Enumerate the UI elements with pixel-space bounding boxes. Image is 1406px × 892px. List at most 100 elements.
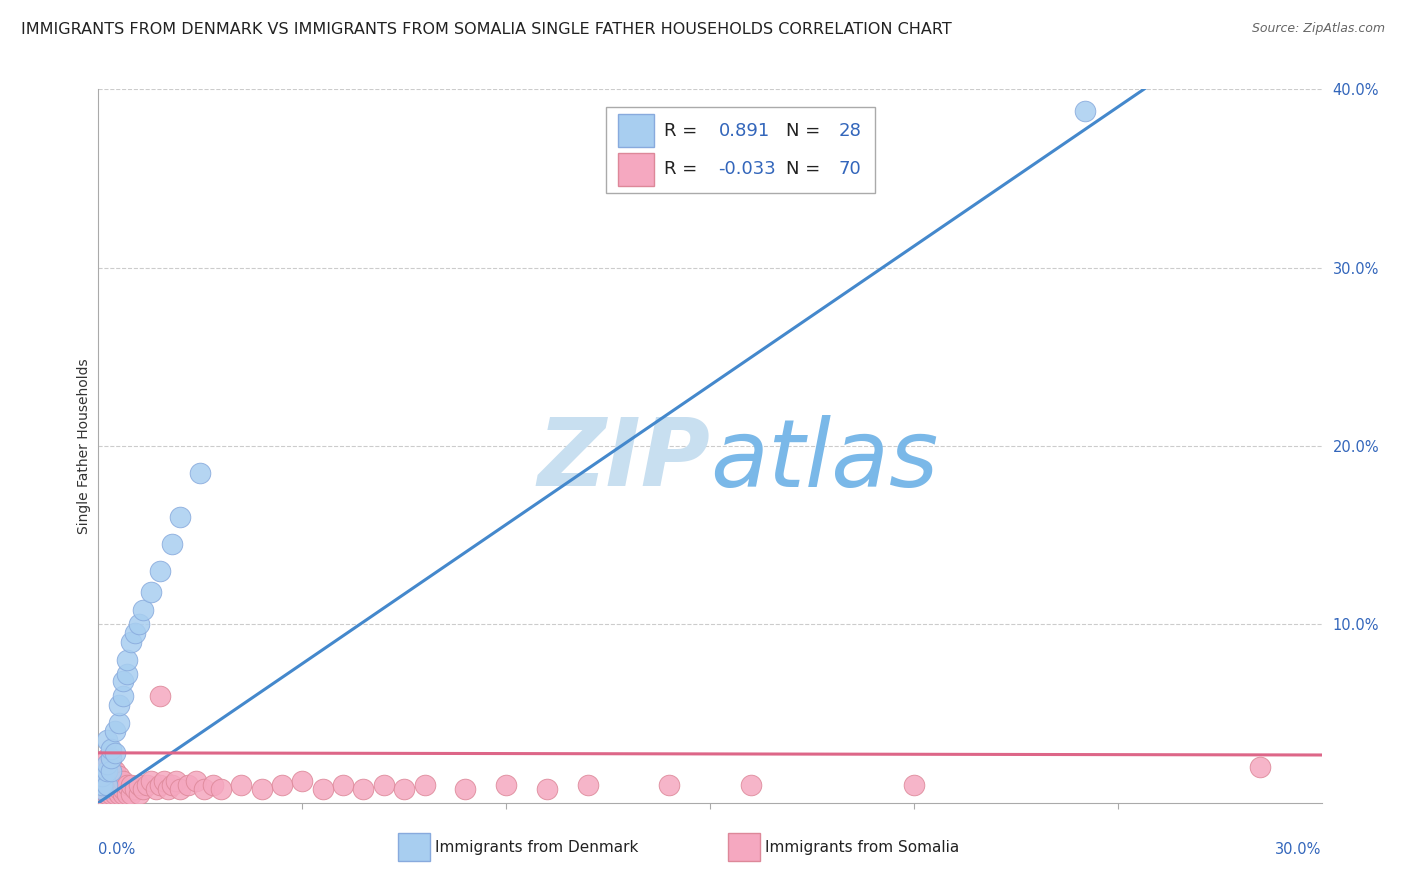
Point <box>108 787 131 801</box>
Point <box>104 787 127 801</box>
Point <box>108 778 131 792</box>
Point <box>152 774 174 789</box>
Point <box>91 781 114 796</box>
Point <box>454 781 477 796</box>
Point <box>108 715 131 730</box>
Point <box>392 781 416 796</box>
Point <box>115 787 138 801</box>
Point <box>332 778 354 792</box>
Point <box>495 778 517 792</box>
Text: N =: N = <box>786 121 820 139</box>
Point <box>111 774 134 789</box>
Point <box>1249 760 1271 774</box>
Point <box>91 769 114 783</box>
Point <box>201 778 224 792</box>
Point <box>128 787 150 801</box>
Point <box>193 781 215 796</box>
Point <box>124 781 146 796</box>
Point <box>96 756 118 771</box>
Point <box>104 724 127 739</box>
Point <box>104 774 127 789</box>
Point <box>96 787 118 801</box>
Point <box>111 689 134 703</box>
Point <box>120 787 142 801</box>
Point <box>96 769 118 783</box>
Point <box>149 564 172 578</box>
Point <box>100 769 122 783</box>
Point <box>128 778 150 792</box>
Point <box>124 626 146 640</box>
Point <box>91 787 114 801</box>
FancyBboxPatch shape <box>619 114 654 147</box>
Point <box>100 742 122 756</box>
Point <box>312 781 335 796</box>
Point <box>111 674 134 689</box>
Text: 28: 28 <box>838 121 862 139</box>
FancyBboxPatch shape <box>619 153 654 186</box>
Point <box>100 764 122 778</box>
Point <box>160 537 183 551</box>
Point <box>186 774 208 789</box>
Point <box>250 781 273 796</box>
Point <box>145 781 167 796</box>
Point <box>100 751 122 765</box>
Point <box>136 778 159 792</box>
Point <box>188 466 212 480</box>
Point <box>96 774 118 789</box>
Point <box>658 778 681 792</box>
Point <box>291 774 314 789</box>
Text: 0.891: 0.891 <box>718 121 770 139</box>
Text: R =: R = <box>664 161 697 178</box>
Text: IMMIGRANTS FROM DENMARK VS IMMIGRANTS FROM SOMALIA SINGLE FATHER HOUSEHOLDS CORR: IMMIGRANTS FROM DENMARK VS IMMIGRANTS FR… <box>21 22 952 37</box>
Text: ZIP: ZIP <box>537 414 710 507</box>
Point <box>91 781 114 796</box>
Point <box>132 603 155 617</box>
Point <box>156 781 179 796</box>
Point <box>903 778 925 792</box>
Point <box>111 781 134 796</box>
Point <box>108 781 131 796</box>
Y-axis label: Single Father Households: Single Father Households <box>77 359 91 533</box>
FancyBboxPatch shape <box>398 833 430 861</box>
Text: 30.0%: 30.0% <box>1275 842 1322 857</box>
Point <box>100 764 122 778</box>
Point <box>149 778 172 792</box>
Point <box>115 653 138 667</box>
Point <box>100 781 122 796</box>
Point <box>100 778 122 792</box>
Point <box>96 781 118 796</box>
Point <box>96 764 118 778</box>
Point <box>104 764 127 778</box>
Text: 0.0%: 0.0% <box>98 842 135 857</box>
Point <box>91 778 114 792</box>
Text: R =: R = <box>664 121 697 139</box>
Point <box>120 778 142 792</box>
Point <box>104 746 127 760</box>
Point <box>231 778 253 792</box>
Point <box>132 781 155 796</box>
Point <box>108 698 131 712</box>
Point <box>576 778 599 792</box>
Point <box>96 756 118 771</box>
Point <box>270 778 294 792</box>
Point <box>373 778 395 792</box>
Point <box>96 751 118 765</box>
Point <box>115 667 138 681</box>
Point <box>169 781 191 796</box>
Text: 70: 70 <box>838 161 862 178</box>
Point <box>91 778 114 792</box>
Point <box>160 778 183 792</box>
Point <box>100 787 122 801</box>
Point <box>1074 103 1097 118</box>
Point <box>177 778 200 792</box>
Text: Immigrants from Somalia: Immigrants from Somalia <box>765 839 959 855</box>
Point <box>91 764 114 778</box>
Point <box>413 778 436 792</box>
Point <box>165 774 187 789</box>
Point <box>169 510 191 524</box>
FancyBboxPatch shape <box>728 833 761 861</box>
Point <box>96 764 118 778</box>
Point <box>536 781 558 796</box>
Text: Immigrants from Denmark: Immigrants from Denmark <box>434 839 638 855</box>
Point <box>104 781 127 796</box>
